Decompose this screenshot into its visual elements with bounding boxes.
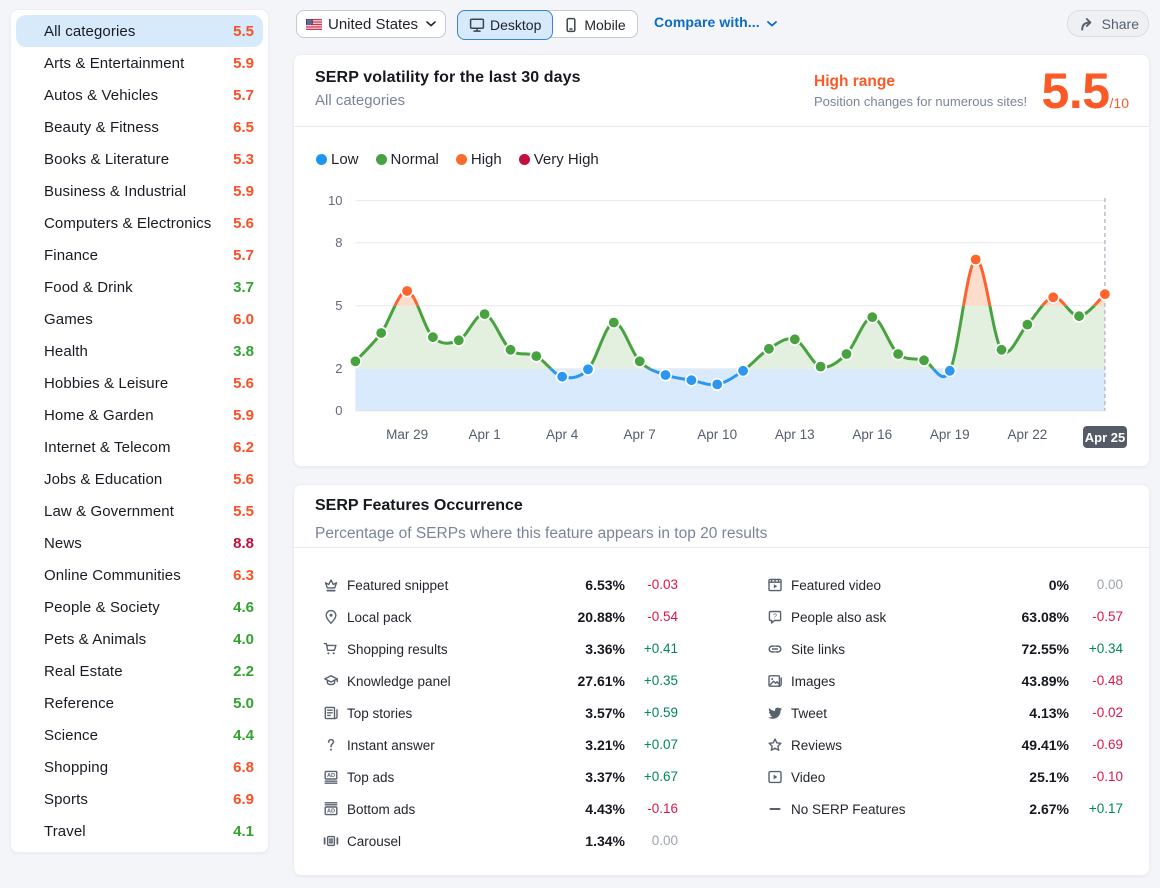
svg-text:8: 8 bbox=[335, 235, 342, 250]
svg-text:5: 5 bbox=[335, 298, 342, 313]
svg-text:Apr 4: Apr 4 bbox=[546, 427, 579, 442]
svg-text:Apr 13: Apr 13 bbox=[775, 427, 815, 442]
svg-text:Apr 1: Apr 1 bbox=[468, 427, 500, 442]
svg-text:Apr 10: Apr 10 bbox=[697, 427, 737, 442]
svg-text:Apr 19: Apr 19 bbox=[930, 427, 970, 442]
svg-text:10: 10 bbox=[328, 193, 342, 208]
svg-text:AD: AD bbox=[327, 809, 335, 815]
svg-text:Apr 7: Apr 7 bbox=[624, 427, 656, 442]
svg-text:Apr 16: Apr 16 bbox=[852, 427, 892, 442]
svg-text:0: 0 bbox=[335, 403, 342, 418]
svg-text:Mar 29: Mar 29 bbox=[386, 427, 428, 442]
svg-text:2: 2 bbox=[335, 361, 342, 376]
svg-text:Apr 22: Apr 22 bbox=[1008, 427, 1048, 442]
svg-text:AD: AD bbox=[327, 773, 335, 779]
svg-text:?: ? bbox=[773, 613, 777, 620]
